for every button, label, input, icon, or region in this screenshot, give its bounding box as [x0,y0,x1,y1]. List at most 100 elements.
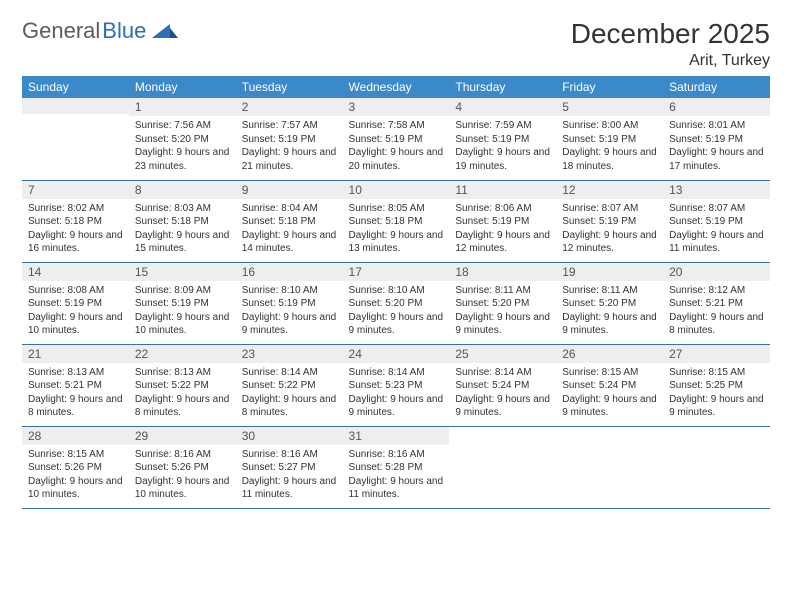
day-number: 4 [449,98,556,116]
calendar-day-cell: 31Sunrise: 8:16 AMSunset: 5:28 PMDayligh… [343,426,450,508]
day-info: Sunrise: 8:14 AMSunset: 5:23 PMDaylight:… [343,363,450,426]
calendar-day-cell: 14Sunrise: 8:08 AMSunset: 5:19 PMDayligh… [22,262,129,344]
day-number: 11 [449,181,556,199]
calendar-day-cell: 3Sunrise: 7:58 AMSunset: 5:19 PMDaylight… [343,98,450,180]
day-info: Sunrise: 7:58 AMSunset: 5:19 PMDaylight:… [343,116,450,179]
calendar-day-cell: 12Sunrise: 8:07 AMSunset: 5:19 PMDayligh… [556,180,663,262]
day-info: Sunrise: 8:05 AMSunset: 5:18 PMDaylight:… [343,199,450,262]
header-row: GeneralBlue December 2025 Arit, Turkey [22,18,770,70]
day-number: 19 [556,263,663,281]
weekday-header: Saturday [663,76,770,98]
day-info: Sunrise: 8:04 AMSunset: 5:18 PMDaylight:… [236,199,343,262]
calendar-week-row: 21Sunrise: 8:13 AMSunset: 5:21 PMDayligh… [22,344,770,426]
weekday-header: Wednesday [343,76,450,98]
day-info: Sunrise: 8:10 AMSunset: 5:19 PMDaylight:… [236,281,343,344]
day-info: Sunrise: 8:15 AMSunset: 5:24 PMDaylight:… [556,363,663,426]
day-info: Sunrise: 8:10 AMSunset: 5:20 PMDaylight:… [343,281,450,344]
calendar-day-cell: 25Sunrise: 8:14 AMSunset: 5:24 PMDayligh… [449,344,556,426]
day-number: 25 [449,345,556,363]
day-number: 5 [556,98,663,116]
day-info: Sunrise: 7:59 AMSunset: 5:19 PMDaylight:… [449,116,556,179]
calendar-week-row: 1Sunrise: 7:56 AMSunset: 5:20 PMDaylight… [22,98,770,180]
day-info: Sunrise: 8:07 AMSunset: 5:19 PMDaylight:… [556,199,663,262]
calendar-day-cell: 30Sunrise: 8:16 AMSunset: 5:27 PMDayligh… [236,426,343,508]
weekday-header-row: SundayMondayTuesdayWednesdayThursdayFrid… [22,76,770,98]
weekday-header: Tuesday [236,76,343,98]
calendar-day-cell: 7Sunrise: 8:02 AMSunset: 5:18 PMDaylight… [22,180,129,262]
calendar-day-cell: 28Sunrise: 8:15 AMSunset: 5:26 PMDayligh… [22,426,129,508]
day-number: 12 [556,181,663,199]
day-number: 26 [556,345,663,363]
day-info: Sunrise: 8:11 AMSunset: 5:20 PMDaylight:… [449,281,556,344]
day-number: 8 [129,181,236,199]
day-number: 23 [236,345,343,363]
day-number: 3 [343,98,450,116]
day-info: Sunrise: 7:57 AMSunset: 5:19 PMDaylight:… [236,116,343,179]
calendar-day-cell [556,426,663,508]
logo-text-general: General [22,18,100,44]
calendar-day-cell: 26Sunrise: 8:15 AMSunset: 5:24 PMDayligh… [556,344,663,426]
day-info: Sunrise: 8:14 AMSunset: 5:24 PMDaylight:… [449,363,556,426]
weekday-header: Thursday [449,76,556,98]
day-number: 27 [663,345,770,363]
calendar-day-cell: 27Sunrise: 8:15 AMSunset: 5:25 PMDayligh… [663,344,770,426]
calendar-table: SundayMondayTuesdayWednesdayThursdayFrid… [22,76,770,509]
day-info: Sunrise: 8:15 AMSunset: 5:26 PMDaylight:… [22,445,129,508]
day-number: 2 [236,98,343,116]
calendar-day-cell: 29Sunrise: 8:16 AMSunset: 5:26 PMDayligh… [129,426,236,508]
day-info: Sunrise: 8:16 AMSunset: 5:26 PMDaylight:… [129,445,236,508]
day-info: Sunrise: 8:07 AMSunset: 5:19 PMDaylight:… [663,199,770,262]
calendar-day-cell [22,98,129,180]
day-info: Sunrise: 8:13 AMSunset: 5:22 PMDaylight:… [129,363,236,426]
day-info: Sunrise: 8:11 AMSunset: 5:20 PMDaylight:… [556,281,663,344]
day-number: 21 [22,345,129,363]
day-info: Sunrise: 7:56 AMSunset: 5:20 PMDaylight:… [129,116,236,179]
day-number: 10 [343,181,450,199]
weekday-header: Monday [129,76,236,98]
day-info: Sunrise: 8:15 AMSunset: 5:25 PMDaylight:… [663,363,770,426]
weekday-header: Sunday [22,76,129,98]
day-info: Sunrise: 8:13 AMSunset: 5:21 PMDaylight:… [22,363,129,426]
day-number: 6 [663,98,770,116]
day-number: 20 [663,263,770,281]
day-number: 16 [236,263,343,281]
calendar-day-cell: 20Sunrise: 8:12 AMSunset: 5:21 PMDayligh… [663,262,770,344]
location-label: Arit, Turkey [571,52,770,70]
calendar-day-cell: 6Sunrise: 8:01 AMSunset: 5:19 PMDaylight… [663,98,770,180]
day-number: 9 [236,181,343,199]
calendar-day-cell: 19Sunrise: 8:11 AMSunset: 5:20 PMDayligh… [556,262,663,344]
calendar-day-cell: 2Sunrise: 7:57 AMSunset: 5:19 PMDaylight… [236,98,343,180]
empty-daynum [22,98,129,114]
day-info: Sunrise: 8:09 AMSunset: 5:19 PMDaylight:… [129,281,236,344]
logo-triangle-icon [152,18,178,44]
day-info: Sunrise: 8:12 AMSunset: 5:21 PMDaylight:… [663,281,770,344]
day-number: 24 [343,345,450,363]
day-info: Sunrise: 8:02 AMSunset: 5:18 PMDaylight:… [22,199,129,262]
calendar-day-cell: 13Sunrise: 8:07 AMSunset: 5:19 PMDayligh… [663,180,770,262]
day-number: 17 [343,263,450,281]
day-info: Sunrise: 8:01 AMSunset: 5:19 PMDaylight:… [663,116,770,179]
page-title: December 2025 [571,18,770,50]
weekday-header: Friday [556,76,663,98]
day-number: 30 [236,427,343,445]
logo: GeneralBlue [22,18,178,44]
day-number: 29 [129,427,236,445]
day-number: 1 [129,98,236,116]
calendar-day-cell: 16Sunrise: 8:10 AMSunset: 5:19 PMDayligh… [236,262,343,344]
day-number: 28 [22,427,129,445]
day-number: 18 [449,263,556,281]
day-info: Sunrise: 8:14 AMSunset: 5:22 PMDaylight:… [236,363,343,426]
calendar-day-cell: 4Sunrise: 7:59 AMSunset: 5:19 PMDaylight… [449,98,556,180]
logo-text-blue: Blue [102,18,146,44]
calendar-day-cell [449,426,556,508]
calendar-body: 1Sunrise: 7:56 AMSunset: 5:20 PMDaylight… [22,98,770,508]
day-info: Sunrise: 8:03 AMSunset: 5:18 PMDaylight:… [129,199,236,262]
title-block: December 2025 Arit, Turkey [571,18,770,70]
calendar-day-cell: 17Sunrise: 8:10 AMSunset: 5:20 PMDayligh… [343,262,450,344]
calendar-day-cell: 5Sunrise: 8:00 AMSunset: 5:19 PMDaylight… [556,98,663,180]
calendar-day-cell: 18Sunrise: 8:11 AMSunset: 5:20 PMDayligh… [449,262,556,344]
calendar-day-cell: 21Sunrise: 8:13 AMSunset: 5:21 PMDayligh… [22,344,129,426]
day-number: 31 [343,427,450,445]
calendar-day-cell: 24Sunrise: 8:14 AMSunset: 5:23 PMDayligh… [343,344,450,426]
day-info: Sunrise: 8:08 AMSunset: 5:19 PMDaylight:… [22,281,129,344]
